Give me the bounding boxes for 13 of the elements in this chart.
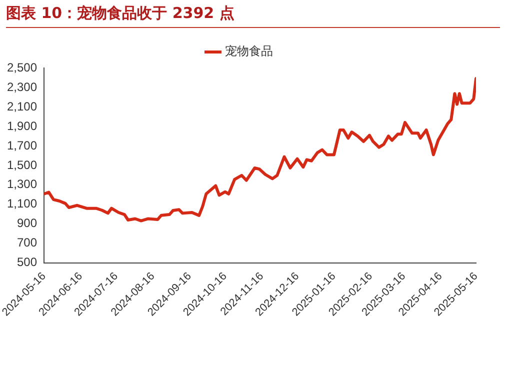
y-tick-label: 700 — [17, 236, 38, 250]
y-tick-label: 2,300 — [7, 80, 38, 94]
y-tick-label: 1,900 — [7, 118, 38, 133]
legend-label: 宠物食品 — [225, 44, 273, 58]
y-tick-label: 900 — [17, 216, 38, 230]
y-tick-label: 2,500 — [7, 60, 38, 74]
y-tick-label: 1,300 — [7, 177, 38, 192]
chart-title: 图表 10：宠物食品收于 2392 点 — [6, 4, 500, 28]
y-tick-label: 1,100 — [7, 196, 38, 211]
y-tick-label: 1,500 — [7, 158, 38, 172]
y-tick-label: 1,700 — [7, 138, 38, 152]
y-tick-label: 2,100 — [7, 99, 38, 114]
y-tick-label: 500 — [17, 255, 38, 270]
